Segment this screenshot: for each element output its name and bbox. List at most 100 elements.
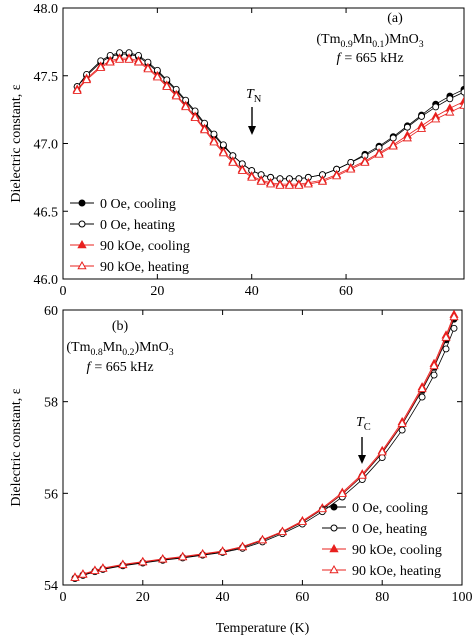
formula-part: )MnO (384, 32, 418, 47)
marker (388, 141, 398, 150)
series-line (76, 53, 464, 180)
y-tick-label: 47.0 (34, 138, 59, 153)
formula-part: 3 (169, 347, 174, 358)
marker (417, 383, 427, 393)
y-tick-label: 48.0 (34, 2, 59, 17)
x-tick-label: 60 (295, 590, 309, 605)
marker (303, 179, 313, 188)
y-tick-label: 46.5 (34, 205, 59, 220)
transition-label-part: T (246, 87, 255, 102)
marker (397, 418, 407, 427)
legend-key-marker (78, 220, 86, 228)
legend-label: 90 kOe, cooling (352, 543, 442, 558)
legend-label: 0 Oe, heating (352, 522, 427, 537)
marker (171, 91, 181, 100)
marker (138, 557, 148, 566)
marker (70, 572, 80, 581)
marker (377, 447, 387, 456)
y-tick-label: 54 (44, 579, 58, 594)
marker (190, 112, 200, 122)
marker (237, 542, 248, 551)
marker (446, 95, 454, 103)
frequency: f = 665 kHz (86, 360, 153, 375)
legend-key-marker (329, 543, 339, 553)
marker (449, 311, 459, 321)
legend-key-marker (330, 503, 338, 511)
legend-label: 0 Oe, cooling (100, 197, 176, 212)
x-axis-label: Temperature (K) (216, 621, 310, 636)
formula-part: 0.9 (341, 39, 353, 50)
marker (374, 149, 384, 158)
marker (317, 176, 328, 185)
marker (431, 114, 441, 123)
marker (284, 180, 295, 189)
legend-key-marker (78, 199, 86, 207)
marker (357, 470, 367, 479)
plot-area (72, 49, 464, 189)
marker (403, 123, 411, 131)
marker (460, 88, 464, 96)
legend-key-marker (77, 239, 87, 249)
marker (432, 103, 440, 111)
arrow-head (248, 126, 256, 135)
transition-label-part: N (254, 94, 262, 105)
legend-label: 90 kOe, heating (100, 260, 189, 275)
marker (199, 125, 210, 134)
y-tick-label: 56 (44, 487, 58, 502)
panel-label: (b) (112, 319, 129, 334)
y-axis-label: Dielectric constant, ε (9, 388, 24, 506)
series-line (76, 57, 464, 185)
formula-part: (Tm (316, 32, 340, 47)
marker (158, 554, 168, 563)
marker (143, 64, 153, 73)
marker (96, 62, 106, 71)
frequency: f = 665 kHz (336, 51, 403, 66)
legend-label: 90 kOe, heating (352, 564, 441, 579)
legend-key-marker (330, 524, 338, 532)
formula-part: )MnO (134, 340, 168, 355)
legend-label: 0 Oe, cooling (352, 501, 428, 516)
marker (209, 137, 219, 146)
marker (429, 360, 439, 370)
marker (152, 72, 162, 81)
marker (98, 563, 108, 572)
marker (277, 526, 288, 536)
marker (133, 57, 144, 66)
marker (398, 426, 406, 434)
marker (72, 85, 82, 94)
marker (442, 345, 450, 353)
marker (317, 503, 327, 513)
series-line (76, 52, 464, 180)
marker (402, 133, 412, 142)
formula: (Tm0.9Mn0.1)MnO3 (316, 32, 423, 50)
formula-part: Mn (353, 32, 372, 47)
marker (257, 535, 268, 544)
frequency-part: f (86, 360, 92, 375)
formula: (Tm0.8Mn0.2)MnO3 (66, 340, 173, 358)
marker (445, 107, 455, 116)
marker (247, 172, 257, 181)
marker (360, 157, 370, 166)
marker (78, 569, 88, 578)
transition-label-part: C (364, 422, 371, 433)
marker (332, 171, 342, 180)
transition-label: TC (356, 415, 371, 433)
y-tick-label: 58 (44, 396, 58, 411)
formula-part: 0.8 (91, 347, 103, 358)
transition-label-part: T (356, 415, 365, 430)
marker (90, 565, 100, 575)
legend-key-marker (77, 260, 87, 270)
marker (297, 516, 307, 525)
marker (124, 54, 134, 63)
series-line (76, 59, 464, 186)
marker (118, 559, 128, 569)
frequency-part: = 665 kHz (94, 360, 153, 375)
marker (418, 393, 426, 401)
marker (178, 552, 188, 561)
formula-part: (Tm (66, 340, 90, 355)
legend-label: 0 Oe, heating (100, 218, 175, 233)
x-tick-label: 40 (216, 590, 230, 605)
marker (181, 101, 191, 111)
marker (115, 54, 125, 63)
marker (266, 179, 276, 188)
